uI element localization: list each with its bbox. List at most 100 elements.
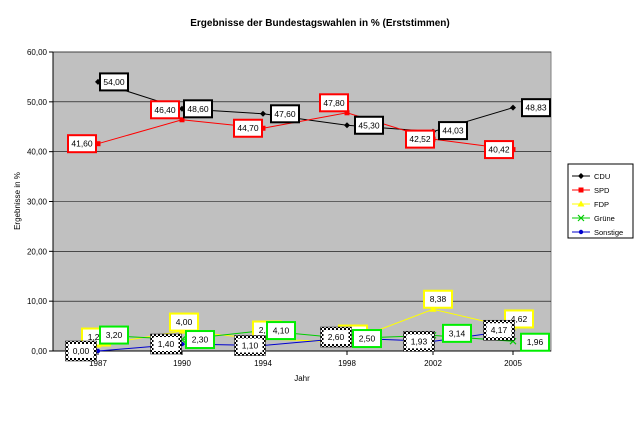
data-label-text: 1,93 [411, 336, 428, 346]
data-label-sonstige: 2,60 [320, 326, 352, 348]
data-label-text: 40,42 [488, 145, 510, 155]
y-tick-label: 30,00 [27, 198, 48, 207]
data-label-text: 2,60 [328, 332, 345, 342]
point-marker [95, 348, 101, 354]
data-label-box [319, 93, 349, 113]
data-label-cdu: 54,00 [99, 72, 129, 92]
data-label-box [352, 329, 382, 349]
data-label-sonstige: 4,17 [483, 319, 515, 341]
series-line-fdp [97, 308, 514, 346]
data-label-box [237, 338, 263, 353]
data-label-box [484, 140, 514, 160]
data-label-box [183, 99, 213, 119]
data-label-text: 3,20 [106, 330, 123, 340]
data-label-box [67, 134, 97, 154]
data-label-box [405, 129, 435, 149]
data-label-box [438, 121, 468, 141]
data-label-text: 41,60 [71, 139, 93, 149]
y-axis-title: Ergebnisse in % [13, 172, 22, 230]
data-label-text: 46,40 [154, 105, 176, 115]
data-label-text: 4,10 [273, 326, 290, 336]
point-marker [578, 187, 584, 193]
data-label-text: 1,10 [242, 341, 259, 351]
data-labels: 54,00 48,60 47,60 45,30 44,03 48,83 41,60 46,40… [65, 72, 551, 362]
data-label-grüne: 3,14 [442, 323, 472, 343]
point-marker [510, 104, 516, 111]
legend-item-cdu: CDU [572, 172, 610, 181]
data-label-box [270, 104, 300, 124]
data-label-sonstige: 0,00 [65, 340, 97, 362]
data-label-sonstige: 1,93 [403, 331, 435, 352]
data-label-box [150, 100, 180, 120]
data-label-spd: 44,70 [233, 118, 263, 138]
x-tick-label: 1998 [338, 359, 356, 368]
data-label-box [153, 337, 179, 352]
legend-item-fdp: FDP [572, 200, 609, 209]
x-tick-label: 2005 [504, 359, 522, 368]
data-label-box [323, 330, 349, 345]
point-marker [578, 173, 584, 179]
y-axis-ticks: 0,00 10,00 20,00 30,00 40,00 50,00 60,00 [27, 48, 53, 356]
data-label-text: 2,30 [192, 335, 209, 345]
point-marker [344, 110, 350, 116]
data-label-fdp: 4,00 [169, 312, 199, 332]
data-label-text: 4,00 [176, 317, 193, 327]
x-tick-label: 1994 [254, 359, 272, 368]
data-label-text: 3,14 [449, 328, 466, 338]
y-tick-label: 40,00 [27, 148, 48, 157]
data-label-spd: 40,42 [484, 140, 514, 160]
point-marker [577, 214, 585, 222]
x-tick-label: 1990 [173, 359, 191, 368]
data-label-box [185, 330, 215, 350]
data-label-text: 0,00 [73, 346, 90, 356]
y-tick-label: 50,00 [27, 98, 48, 107]
data-label-text: 2,50 [359, 334, 376, 344]
data-label-text: 54,00 [103, 77, 125, 87]
y-tick-label: 10,00 [27, 297, 48, 306]
data-label-grüne: 3,20 [99, 325, 129, 345]
data-label-text: 44,03 [442, 126, 464, 136]
data-label-cdu: 44,03 [438, 121, 468, 141]
data-label-box [266, 321, 296, 341]
data-label-grüne: 1,96 [520, 332, 550, 352]
data-label-box [406, 334, 432, 349]
data-label-box [99, 325, 129, 345]
point-marker [344, 122, 350, 129]
data-label-text: 4,62 [511, 314, 528, 324]
chart-title: Ergebnisse der Bundestagswahlen in % (Er… [190, 18, 450, 29]
y-tick-label: 20,00 [27, 247, 48, 256]
data-label-text: 44,70 [237, 123, 259, 133]
data-label-sonstige: 1,10 [234, 335, 266, 356]
data-label-cdu: 48,60 [183, 99, 213, 119]
data-label-box [486, 323, 512, 338]
data-label-cdu: 48,83 [521, 98, 551, 118]
legend: CDU SPD FDP Grüne Sonstige [567, 163, 634, 239]
point-marker [577, 200, 585, 207]
legend-label: Sonstige [594, 228, 623, 237]
data-label-box [520, 332, 550, 352]
point-marker [260, 110, 266, 117]
data-label-cdu: 45,30 [354, 115, 384, 135]
data-label-fdp: 8,38 [423, 289, 453, 309]
data-label-box [354, 115, 384, 135]
data-label-text: 42,52 [409, 134, 431, 144]
data-label-box [521, 98, 551, 118]
y-tick-label: 60,00 [27, 48, 48, 57]
data-label-text: 4,17 [491, 325, 508, 335]
data-label-grüne: 2,50 [352, 329, 382, 349]
data-label-box [423, 289, 453, 309]
data-label-cdu: 47,60 [270, 104, 300, 124]
y-tick-label: 0,00 [31, 347, 47, 356]
data-label-text: 8,38 [430, 294, 447, 304]
data-label-sonstige: 1,40 [150, 333, 182, 355]
legend-item-spd: SPD [572, 186, 610, 195]
data-label-grüne: 2,30 [185, 330, 215, 350]
data-label-spd: 47,80 [319, 93, 349, 113]
x-axis-title: Jahr [294, 374, 310, 383]
data-label-text: 1,20 [88, 332, 105, 342]
point-marker [179, 117, 185, 123]
series-line-spd [97, 112, 514, 151]
gridlines [53, 51, 551, 302]
